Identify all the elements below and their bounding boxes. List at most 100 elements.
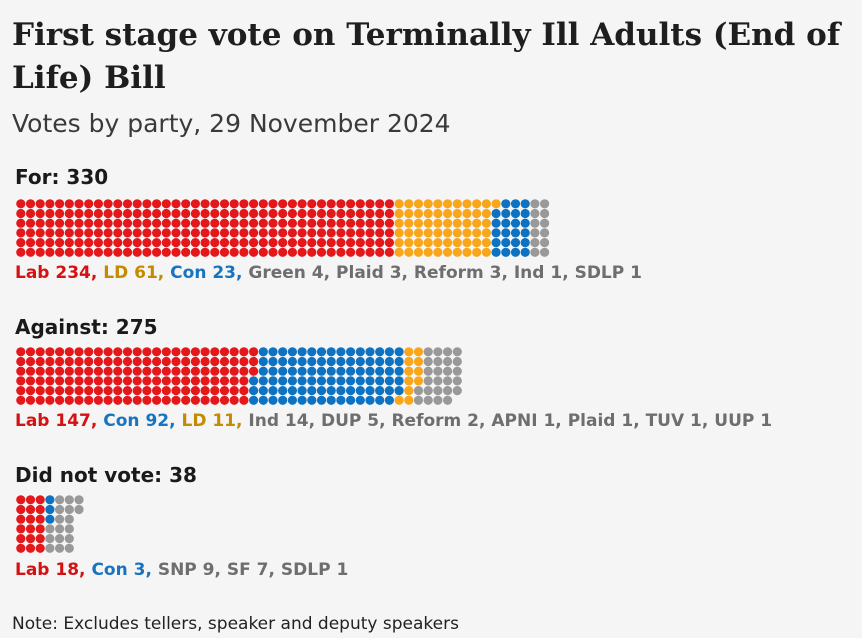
dot-lab	[45, 395, 55, 405]
dot-lab	[249, 356, 259, 367]
legend-did-not-vote: Lab 18, Con 3, SNP 9, SF 7, SDLP 1	[15, 559, 348, 581]
dot-lab	[375, 199, 385, 209]
dot-lab	[375, 238, 385, 248]
dot-con	[491, 238, 501, 248]
dot-lab	[132, 356, 142, 367]
legend-item-reform: Reform 3,	[413, 263, 508, 283]
dot-con	[520, 247, 530, 257]
dot-ld	[404, 199, 414, 209]
dot-con	[355, 366, 365, 376]
dot-lab	[74, 208, 84, 219]
dot-lab	[249, 199, 259, 209]
dot-lab	[25, 504, 36, 515]
legend-item-ind: Ind 1,	[513, 263, 569, 283]
dot-lab	[103, 238, 113, 248]
dot-con	[336, 395, 346, 405]
dot-lab	[210, 376, 220, 386]
dot-con	[278, 366, 288, 376]
dot-lab	[316, 218, 327, 228]
dot-lab	[219, 395, 230, 405]
dot-snp	[55, 543, 65, 553]
dot-lab	[35, 208, 45, 219]
dot-ld	[443, 247, 453, 257]
dot-ind	[433, 347, 443, 357]
dot-con	[287, 386, 297, 396]
dot-ld	[452, 228, 462, 238]
dot-lab	[16, 247, 26, 257]
dot-lab	[210, 247, 220, 257]
dot-lab	[171, 366, 181, 376]
dot-lab	[365, 238, 375, 248]
dot-con	[384, 386, 394, 396]
dot-lab	[355, 247, 365, 257]
dot-lab	[346, 199, 356, 209]
dot-lab	[181, 208, 191, 219]
dot-con	[287, 395, 297, 405]
dot-lab	[45, 208, 55, 219]
waffle-for	[16, 199, 550, 257]
dot-con	[394, 386, 404, 396]
dot-lab	[55, 247, 65, 257]
dot-lab	[161, 199, 171, 209]
dot-con	[510, 199, 521, 209]
dot-lab	[219, 199, 230, 209]
dot-lab	[200, 228, 210, 238]
dot-lab	[103, 386, 113, 396]
dot-lab	[64, 228, 74, 238]
dot-lab	[326, 228, 336, 238]
dot-ld	[413, 218, 424, 228]
dot-lab	[326, 238, 336, 248]
dot-lab	[142, 386, 152, 396]
dot-lab	[16, 504, 26, 515]
dot-con	[297, 366, 307, 376]
legend-item-ld: LD 11,	[181, 411, 243, 431]
dot-lab	[45, 347, 55, 357]
dot-con	[501, 218, 511, 228]
dot-lab	[16, 386, 26, 396]
dot-con	[287, 376, 297, 386]
dot-ld	[481, 238, 491, 248]
dot-lab	[55, 347, 65, 357]
dot-lab	[336, 208, 346, 219]
dot-lab	[64, 366, 74, 376]
dot-ind	[423, 395, 433, 405]
dot-lab	[355, 199, 365, 209]
dot-ld	[462, 218, 472, 228]
dot-ld	[491, 199, 501, 209]
dot-sf	[64, 504, 74, 515]
dot-lab	[268, 228, 278, 238]
dot-ld	[472, 218, 482, 228]
dot-lab	[229, 247, 239, 257]
dot-con	[501, 228, 511, 238]
dot-lab	[16, 514, 26, 524]
legend-item-snp: SNP 9,	[157, 560, 221, 580]
dot-lab	[25, 534, 36, 544]
dot-lab	[25, 356, 36, 367]
dot-con	[278, 347, 288, 357]
dot-lab	[200, 238, 210, 248]
dot-ld	[452, 218, 462, 228]
dot-lab	[190, 238, 200, 248]
dot-con	[346, 395, 356, 405]
dot-lab	[161, 238, 171, 248]
dot-con	[297, 386, 307, 396]
dot-ld	[452, 208, 462, 219]
dot-lab	[93, 376, 103, 386]
dot-con	[365, 347, 375, 357]
dot-lab	[25, 238, 36, 248]
dot-lab	[16, 218, 26, 228]
dot-con	[365, 386, 375, 396]
dot-apni	[452, 356, 462, 367]
dot-snp	[45, 543, 55, 553]
dot-lab	[25, 395, 36, 405]
dot-lab	[84, 386, 94, 396]
dot-lab	[25, 495, 36, 505]
dot-lab	[219, 208, 230, 219]
dot-lab	[113, 356, 123, 367]
dot-snp	[55, 495, 65, 505]
dot-con	[45, 495, 55, 505]
dot-lab	[326, 208, 336, 219]
dot-lab	[45, 247, 55, 257]
dot-lab	[336, 218, 346, 228]
dot-ind	[413, 395, 424, 405]
